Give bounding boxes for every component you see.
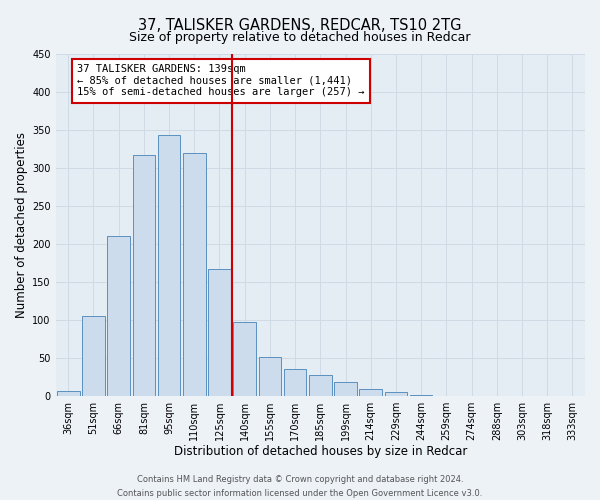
Bar xyxy=(158,134,181,396)
Bar xyxy=(57,391,80,396)
Y-axis label: Number of detached properties: Number of detached properties xyxy=(15,132,28,318)
Text: Size of property relative to detached houses in Redcar: Size of property relative to detached ho… xyxy=(129,31,471,44)
Bar xyxy=(359,390,382,396)
X-axis label: Distribution of detached houses by size in Redcar: Distribution of detached houses by size … xyxy=(173,444,467,458)
Bar xyxy=(334,382,357,396)
Bar xyxy=(133,155,155,396)
Bar xyxy=(284,370,307,396)
Text: 37, TALISKER GARDENS, REDCAR, TS10 2TG: 37, TALISKER GARDENS, REDCAR, TS10 2TG xyxy=(138,18,462,32)
Text: 37 TALISKER GARDENS: 139sqm
← 85% of detached houses are smaller (1,441)
15% of : 37 TALISKER GARDENS: 139sqm ← 85% of det… xyxy=(77,64,364,98)
Bar xyxy=(208,269,231,396)
Text: Contains HM Land Registry data © Crown copyright and database right 2024.
Contai: Contains HM Land Registry data © Crown c… xyxy=(118,476,482,498)
Bar xyxy=(259,358,281,396)
Bar xyxy=(183,153,206,396)
Bar xyxy=(233,322,256,396)
Bar xyxy=(309,375,332,396)
Bar xyxy=(82,316,105,396)
Bar xyxy=(107,236,130,396)
Bar xyxy=(385,392,407,396)
